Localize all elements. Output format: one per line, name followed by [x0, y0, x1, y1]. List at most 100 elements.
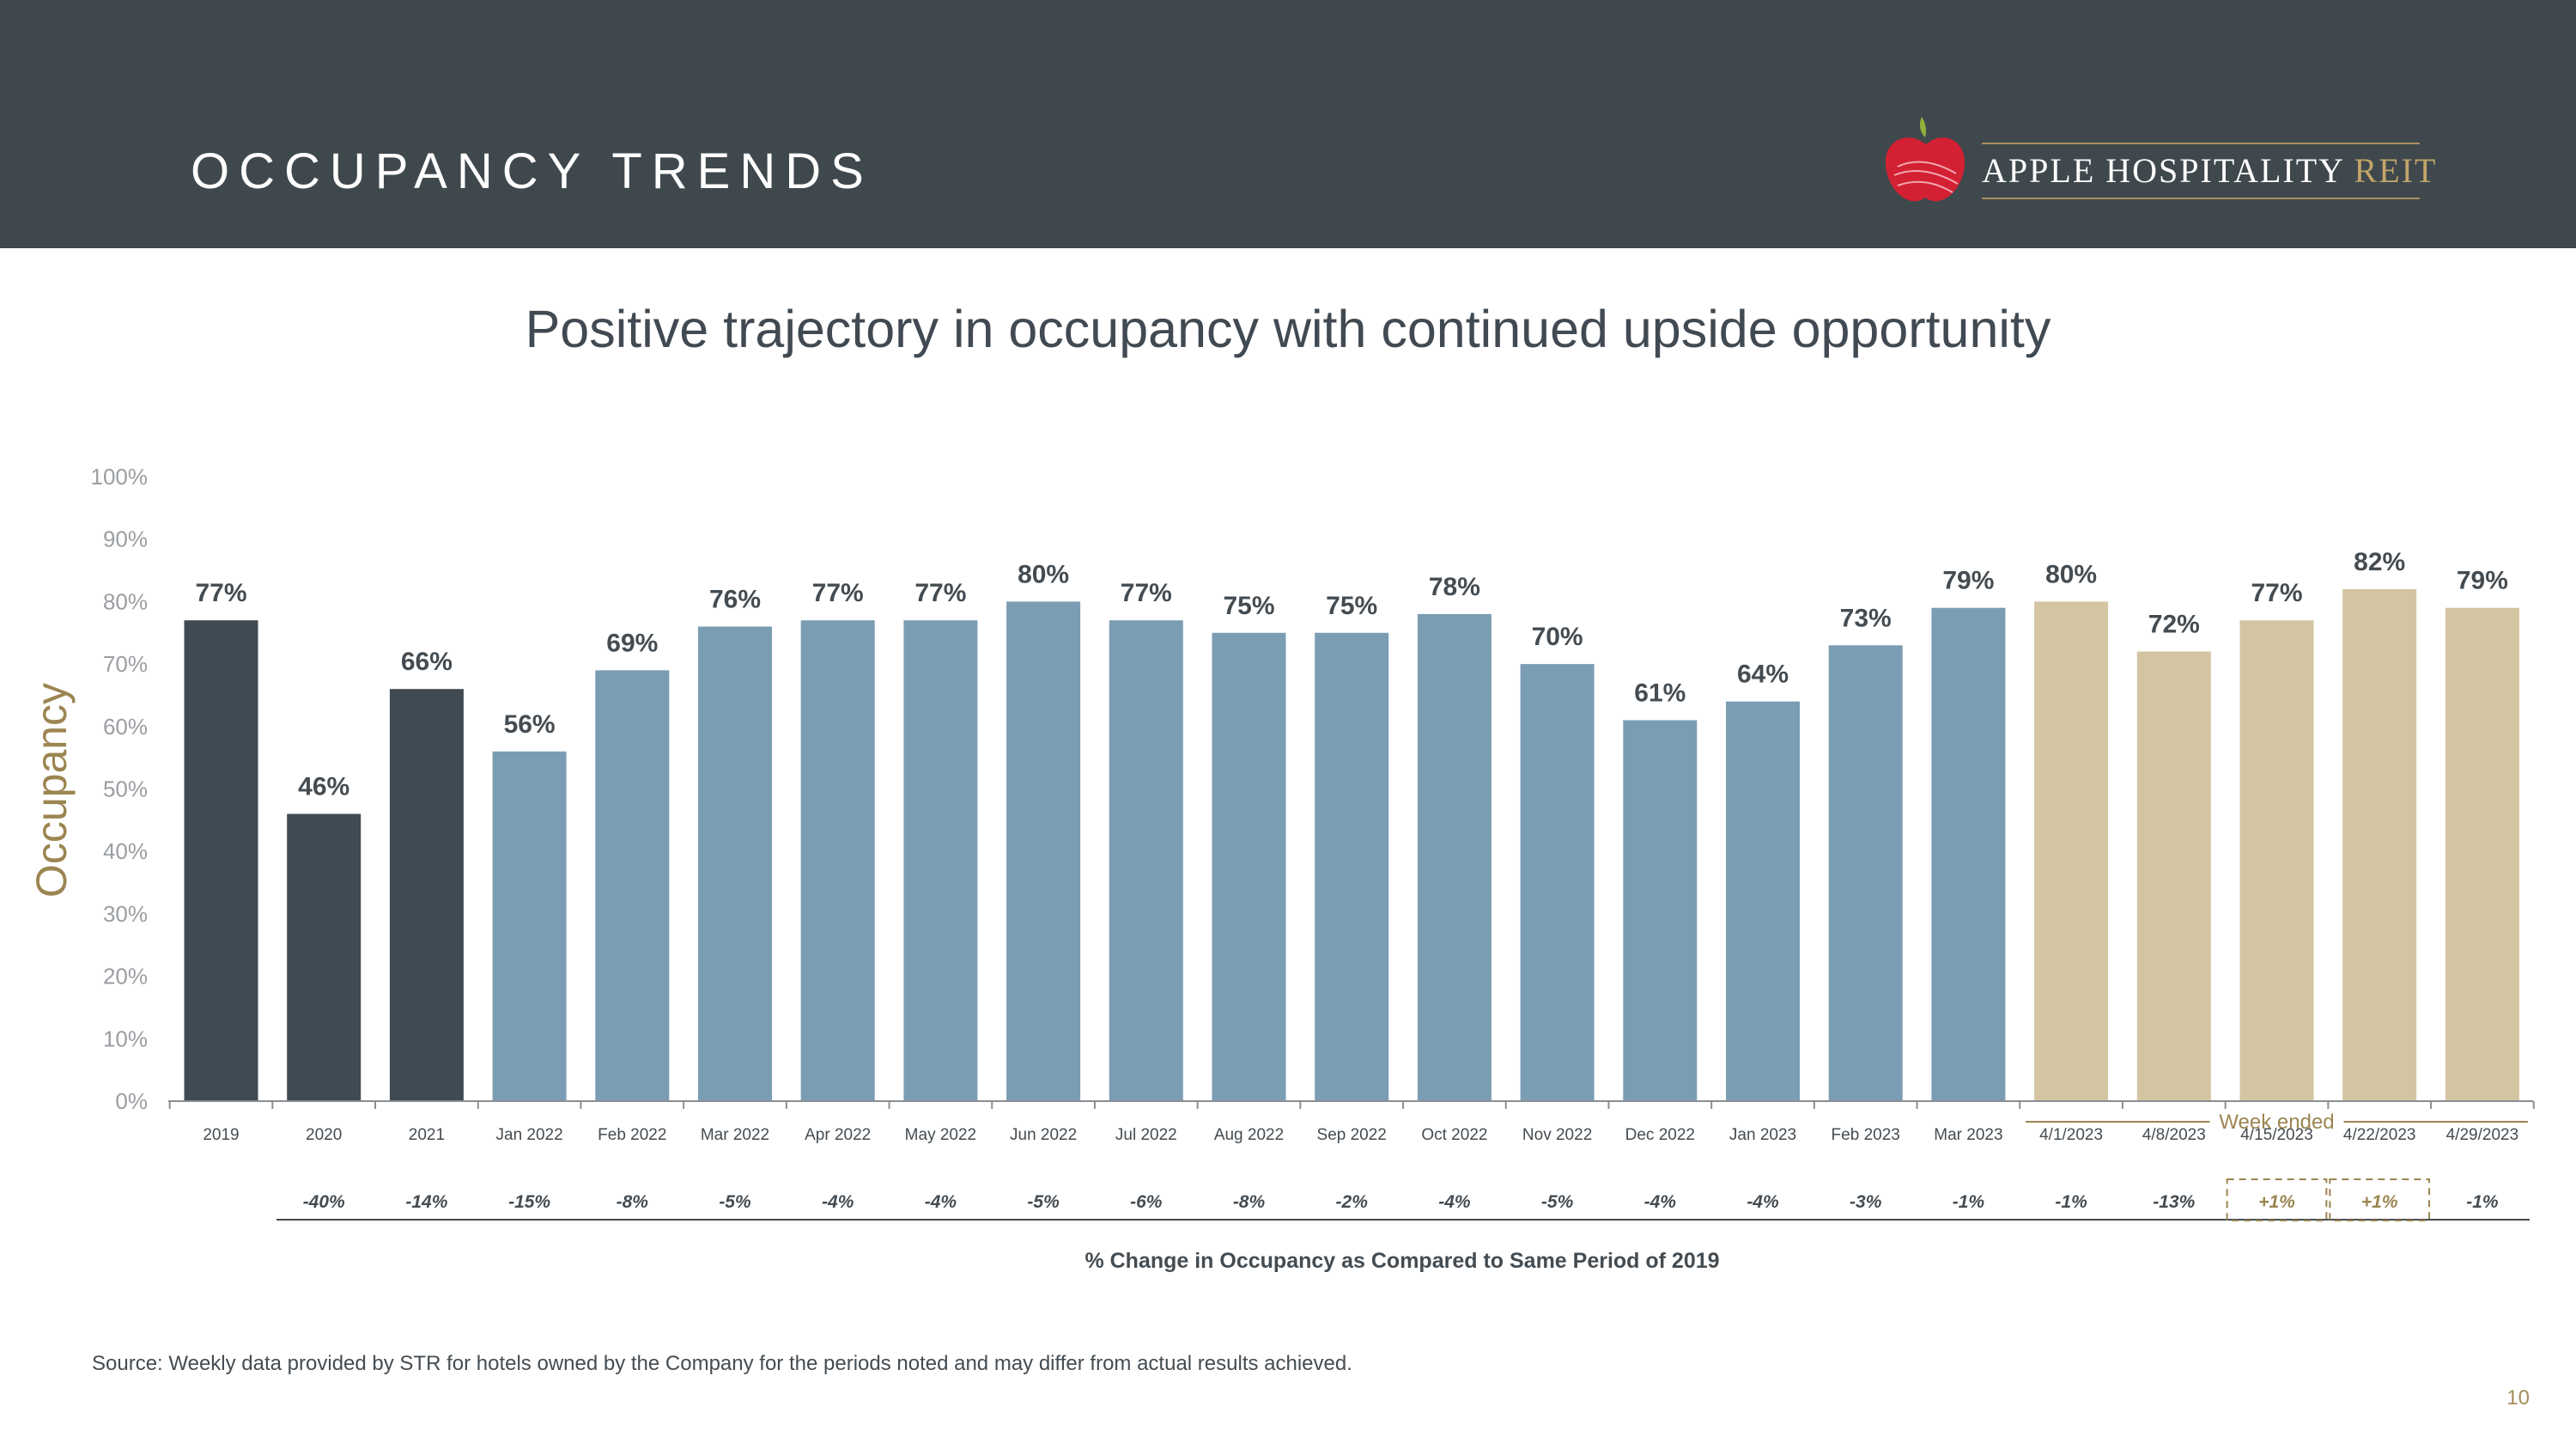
logo-wordmark: APPLE HOSPITALITY REIT — [1982, 152, 2437, 190]
bar — [2342, 588, 2417, 1101]
bar-value-label: 73% — [1840, 604, 1892, 632]
bar — [1520, 664, 1595, 1101]
change-value: +1% — [2361, 1192, 2398, 1212]
bar — [595, 670, 670, 1101]
x-tick-label: 2020 — [306, 1126, 342, 1144]
bar-value-label: 78% — [1429, 573, 1480, 601]
y-tick-label: 30% — [103, 901, 148, 927]
bar — [2136, 651, 2211, 1101]
bar-value-label: 77% — [914, 579, 966, 607]
change-value: -3% — [1850, 1192, 1882, 1212]
bar-value-label: 66% — [401, 648, 453, 676]
x-tick-label: Dec 2022 — [1625, 1126, 1695, 1144]
change-value: -4% — [1438, 1192, 1471, 1212]
bar — [2445, 607, 2519, 1101]
bar-value-label: 79% — [1942, 567, 1994, 595]
x-tick-label: Jan 2023 — [1729, 1126, 1796, 1144]
bar-value-label: 72% — [2148, 611, 2200, 639]
bar-value-label: 77% — [1121, 579, 1172, 607]
bar-value-label: 79% — [2457, 567, 2508, 595]
bar-value-label: 56% — [504, 710, 556, 739]
bar — [287, 813, 361, 1101]
x-tick-label: 2021 — [409, 1126, 445, 1144]
change-value: -5% — [719, 1192, 751, 1212]
bar-value-label: 70% — [1532, 623, 1583, 651]
bar — [492, 751, 567, 1101]
bar-value-label: 61% — [1634, 679, 1686, 708]
bar — [1109, 620, 1183, 1101]
y-tick-label: 10% — [103, 1026, 148, 1051]
x-tick-label: Aug 2022 — [1214, 1126, 1284, 1144]
y-tick-label: 0% — [115, 1088, 148, 1114]
change-value: -1% — [2055, 1192, 2087, 1212]
highlight-box — [2226, 1178, 2328, 1221]
header-bar — [0, 0, 2576, 248]
bar — [389, 689, 464, 1101]
x-tick-label: Apr 2022 — [805, 1126, 871, 1144]
bar — [184, 620, 258, 1101]
x-tick-label: Feb 2022 — [598, 1126, 666, 1144]
change-value: -5% — [1541, 1192, 1574, 1212]
change-value: +1% — [2258, 1192, 2295, 1212]
x-tick-label: Jun 2022 — [1010, 1126, 1077, 1144]
bar — [1828, 645, 1903, 1101]
chart-subtitle: Positive trajectory in occupancy with co… — [525, 300, 2051, 358]
change-value: -5% — [1027, 1192, 1060, 1212]
change-value: -4% — [1747, 1192, 1779, 1212]
x-tick-label: 4/15/2023 — [2240, 1126, 2313, 1144]
bar-value-label: 46% — [298, 773, 349, 801]
x-tick-label: 4/29/2023 — [2446, 1126, 2519, 1144]
x-tick-label: Jul 2022 — [1115, 1126, 1177, 1144]
y-tick-label: 60% — [103, 714, 148, 740]
x-tick-label: Oct 2022 — [1421, 1126, 1487, 1144]
bar-value-label: 75% — [1326, 592, 1377, 620]
bar — [800, 620, 875, 1101]
change-row-title: % Change in Occupancy as Compared to Sam… — [1084, 1249, 1719, 1273]
bar — [1417, 613, 1492, 1101]
y-tick-label: 90% — [103, 527, 148, 552]
x-tick-label: Jan 2022 — [496, 1126, 563, 1144]
bar — [1623, 720, 1698, 1101]
change-value: -1% — [2466, 1192, 2499, 1212]
x-tick-label: Sep 2022 — [1317, 1126, 1387, 1144]
y-tick-label: 80% — [103, 588, 148, 614]
source-footnote: Source: Weekly data provided by STR for … — [92, 1352, 1352, 1375]
change-value: -14% — [405, 1192, 447, 1212]
highlight-box — [2329, 1178, 2431, 1221]
change-value: -13% — [2153, 1192, 2195, 1212]
bar-value-label: 75% — [1223, 592, 1274, 620]
bar-value-label: 80% — [2045, 560, 2097, 588]
y-tick-label: 100% — [91, 464, 149, 490]
page-number: 10 — [2506, 1386, 2530, 1409]
bar-value-label: 82% — [2354, 548, 2405, 576]
company-logo — [1885, 117, 1965, 202]
y-tick-label: 70% — [103, 651, 148, 677]
bar — [2239, 620, 2314, 1101]
change-value: -4% — [925, 1192, 957, 1212]
bar — [1212, 632, 1286, 1101]
bar — [698, 626, 772, 1101]
x-tick-label: Feb 2023 — [1832, 1126, 1900, 1144]
change-value: -4% — [1644, 1192, 1677, 1212]
bar — [1006, 601, 1081, 1101]
bar-value-label: 69% — [606, 629, 658, 657]
y-tick-label: 50% — [103, 776, 148, 802]
logo-rule-bottom — [1982, 198, 2420, 199]
bar — [1931, 607, 2006, 1101]
x-tick-label: Mar 2022 — [701, 1126, 769, 1144]
x-tick-label: 4/22/2023 — [2343, 1126, 2416, 1144]
x-tick-label: 4/8/2023 — [2142, 1126, 2206, 1144]
x-tick-label: Nov 2022 — [1522, 1126, 1592, 1144]
bar-value-label: 76% — [709, 585, 761, 613]
y-tick-label: 20% — [103, 964, 148, 989]
change-value: -40% — [303, 1192, 345, 1212]
change-value: -1% — [1953, 1192, 1985, 1212]
x-tick-label: Mar 2023 — [1934, 1126, 2002, 1144]
logo-rule-top — [1982, 143, 2420, 144]
bar-value-label: 80% — [1018, 560, 1069, 588]
page-title: OCCUPANCY TRENDS — [191, 143, 873, 199]
change-value: -6% — [1130, 1192, 1163, 1212]
change-value: -8% — [617, 1192, 649, 1212]
